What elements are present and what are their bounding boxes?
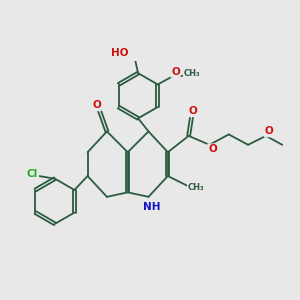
Text: O: O <box>265 126 273 136</box>
Text: O: O <box>92 100 101 110</box>
Text: O: O <box>208 144 217 154</box>
Text: NH: NH <box>143 202 160 212</box>
Text: CH₃: CH₃ <box>184 69 200 78</box>
Text: O: O <box>189 106 197 116</box>
Text: Cl: Cl <box>27 169 38 179</box>
Text: O: O <box>171 67 180 77</box>
Text: HO: HO <box>111 48 128 58</box>
Text: CH₃: CH₃ <box>188 183 204 192</box>
